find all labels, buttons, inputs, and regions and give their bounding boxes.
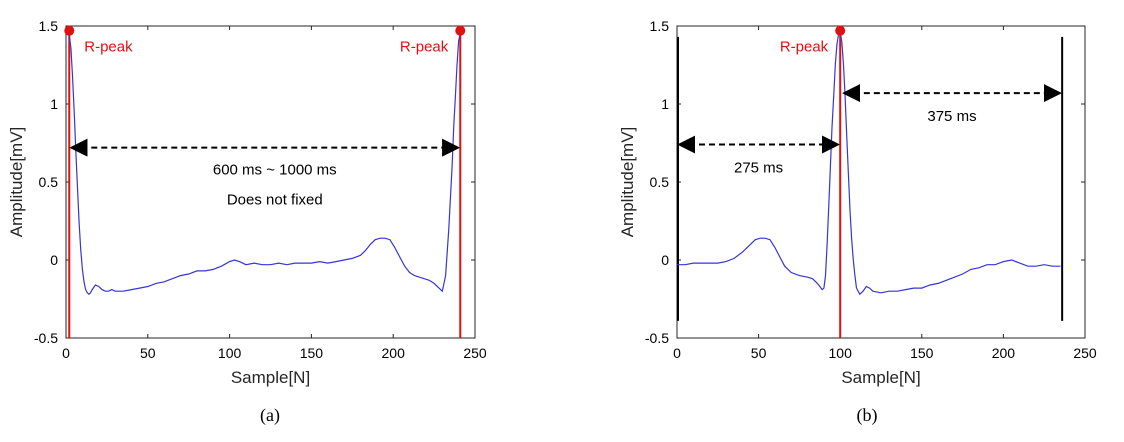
chart-b-ecg-line xyxy=(677,30,1061,296)
chart-a-ytick-label: 0 xyxy=(50,252,58,268)
chart-a-rpeak-label: R-peak xyxy=(84,39,133,56)
chart-a-interval-note: Does not fixed xyxy=(227,192,323,209)
chart-b-rpeak-label: R-peak xyxy=(780,39,829,56)
chart-b-ytick-label: 1.5 xyxy=(650,18,670,34)
chart-a-xtick-label: 0 xyxy=(62,345,70,361)
chart-b-interval-label: 375 ms xyxy=(927,108,976,125)
chart-b-rpeak-marker xyxy=(835,25,846,36)
chart-b-xtick-label: 100 xyxy=(829,345,853,361)
chart-b-xtick-label: 200 xyxy=(992,345,1016,361)
chart-b-xtick-label: 50 xyxy=(751,345,767,361)
chart-b-ytick-label: 0.5 xyxy=(650,174,670,190)
chart-a-ytick-label: -0.5 xyxy=(34,330,58,346)
chart-b-xtick-label: 250 xyxy=(1073,345,1097,361)
chart-b: 0 50 100 150 200 250-0.500.511.5Sample[N]Ampl… xyxy=(618,18,1097,426)
chart-a-plot-frame xyxy=(65,25,476,339)
chart-b-ytick-label: -0.5 xyxy=(645,330,669,346)
chart-b-caption: (b) xyxy=(857,405,878,426)
chart-b-ytick-label: 0 xyxy=(661,252,669,268)
chart-b-ytick-label: 1 xyxy=(661,96,669,112)
chart-a-rpeak-marker xyxy=(64,25,75,36)
chart-a-ytick-label: 1.5 xyxy=(39,18,59,34)
chart-b-xtick-label: 150 xyxy=(910,345,934,361)
chart-a-rpeak-marker xyxy=(455,25,466,36)
chart-a-ytick-label: 0.5 xyxy=(39,174,59,190)
chart-a-xlabel: Sample[N] xyxy=(231,368,310,387)
chart-a-ylabel: Amplitude[mV] xyxy=(7,127,26,238)
chart-a-ecg-line xyxy=(67,31,461,296)
chart-b-plot-frame xyxy=(676,25,1086,339)
chart-b-interval-label: 275 ms xyxy=(734,160,783,177)
chart-a-rpeak-label: R-peak xyxy=(400,39,449,56)
chart-a: 0 50 100 150 200 250-0.500.511.5Sample[N]Ampl… xyxy=(7,18,487,426)
chart-a-xtick-label: 200 xyxy=(382,345,406,361)
chart-a-caption: (a) xyxy=(260,405,280,426)
chart-a-xtick-label: 150 xyxy=(300,345,324,361)
chart-a-ytick-label: 1 xyxy=(50,96,58,112)
chart-a-xtick-label: 100 xyxy=(218,345,242,361)
chart-a-xtick-label: 250 xyxy=(463,345,487,361)
chart-b-xtick-label: 0 xyxy=(673,345,681,361)
chart-b-ylabel: Amplitude[mV] xyxy=(618,127,637,238)
chart-a-xtick-label: 50 xyxy=(140,345,156,361)
chart-b-xlabel: Sample[N] xyxy=(841,368,920,387)
chart-a-interval-label: 600 ms ~ 1000 ms xyxy=(213,162,337,179)
